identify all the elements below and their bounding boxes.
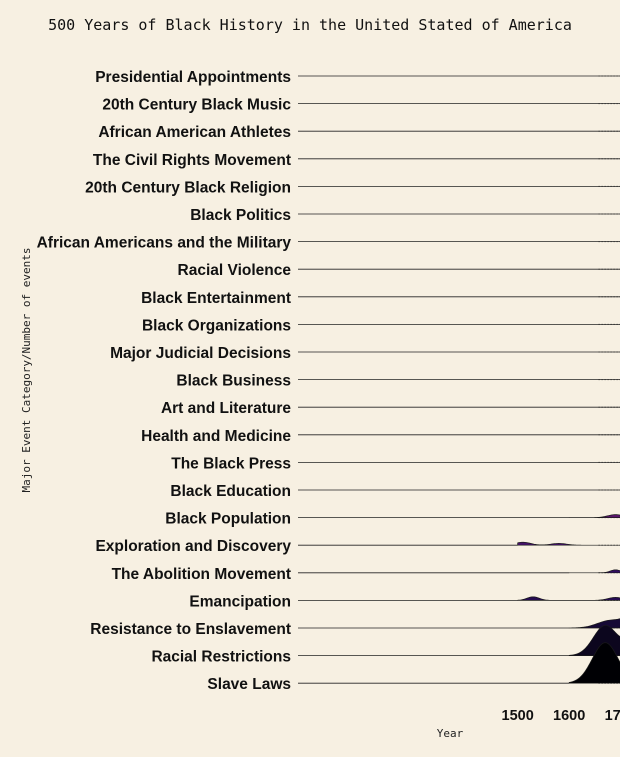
x-axis-ticks: 150016001700180019002000: [502, 708, 620, 724]
ridge-area: [568, 569, 620, 574]
category-label: Health and Medicine: [141, 428, 291, 445]
category-label: Black Organizations: [142, 317, 291, 334]
ridge-health-and-medicine: Health and Medicine: [141, 428, 620, 445]
category-label: Art and Literature: [161, 400, 291, 417]
category-label: Black Entertainment: [141, 290, 291, 307]
x-tick-label: 1500: [502, 708, 534, 724]
category-label: 20th Century Black Music: [102, 97, 291, 114]
ridge-black-entertainment: Black Entertainment: [141, 290, 620, 307]
ridge-area: [517, 596, 620, 601]
ridge-area: [568, 642, 620, 684]
ridge-the-civil-rights-movement: The Civil Rights Movement: [93, 152, 620, 169]
ridges: Presidential Appointments 20th Century Bl…: [37, 69, 620, 693]
ridge-area: [568, 618, 620, 629]
ridge-black-organizations: Black Organizations: [142, 317, 620, 334]
category-label: Racial Violence: [178, 262, 292, 279]
ridge-major-judicial-decisions: Major Judicial Decisions: [110, 345, 620, 362]
category-label: African American Athletes: [98, 124, 291, 141]
category-label: Emancipation: [189, 593, 291, 610]
category-label: African Americans and the Military: [37, 235, 292, 252]
y-axis-title: Major Event Category/Number of events: [20, 247, 33, 492]
ridge-20th-century-black-music: 20th Century Black Music: [102, 97, 620, 114]
x-tick-label: 1600: [553, 708, 585, 724]
ridge-slave-laws: Slave Laws: [207, 642, 620, 693]
ridge-black-education: Black Education: [170, 483, 620, 500]
category-label: Black Population: [165, 511, 291, 528]
category-label: Slave Laws: [207, 676, 291, 693]
ridge-exploration-and-discovery: Exploration and Discovery: [95, 538, 620, 555]
ridge-area: [517, 541, 620, 546]
category-label: 20th Century Black Religion: [85, 179, 291, 196]
x-tick-label: 1700: [605, 708, 620, 724]
ridge-the-black-press: The Black Press: [171, 455, 620, 472]
category-label: Black Education: [170, 483, 291, 500]
ridge-african-americans-and-the-military: African Americans and the Military: [37, 235, 620, 252]
category-label: Exploration and Discovery: [95, 538, 291, 555]
category-label: Major Judicial Decisions: [110, 345, 291, 362]
category-label: Black Politics: [190, 207, 291, 224]
x-axis-title: Year: [437, 727, 464, 740]
ridge-black-population: Black Population: [165, 511, 620, 528]
ridge-black-business: Black Business: [176, 373, 620, 390]
category-label: Black Business: [176, 373, 291, 390]
ridge-black-politics: Black Politics: [190, 207, 620, 224]
ridge-area: [568, 514, 620, 518]
category-label: Racial Restrictions: [151, 649, 291, 666]
ridge-resistance-to-enslavement: Resistance to Enslavement: [90, 618, 620, 638]
ridge-racial-violence: Racial Violence: [178, 262, 620, 279]
category-label: The Black Press: [171, 455, 291, 472]
category-label: Presidential Appointments: [95, 69, 291, 86]
ridge-20th-century-black-religion: 20th Century Black Religion: [85, 179, 620, 196]
ridge-african-american-athletes: African American Athletes: [98, 124, 620, 141]
chart-title: 500 Years of Black History in the United…: [48, 16, 572, 34]
category-label: The Civil Rights Movement: [93, 152, 291, 169]
category-label: Resistance to Enslavement: [90, 621, 291, 638]
category-label: The Abolition Movement: [112, 566, 291, 583]
ridge-presidential-appointments: Presidential Appointments: [95, 69, 620, 86]
ridge-emancipation: Emancipation: [189, 593, 620, 610]
ridge-the-abolition-movement: The Abolition Movement: [112, 566, 620, 583]
ridge-art-and-literature: Art and Literature: [161, 400, 620, 417]
